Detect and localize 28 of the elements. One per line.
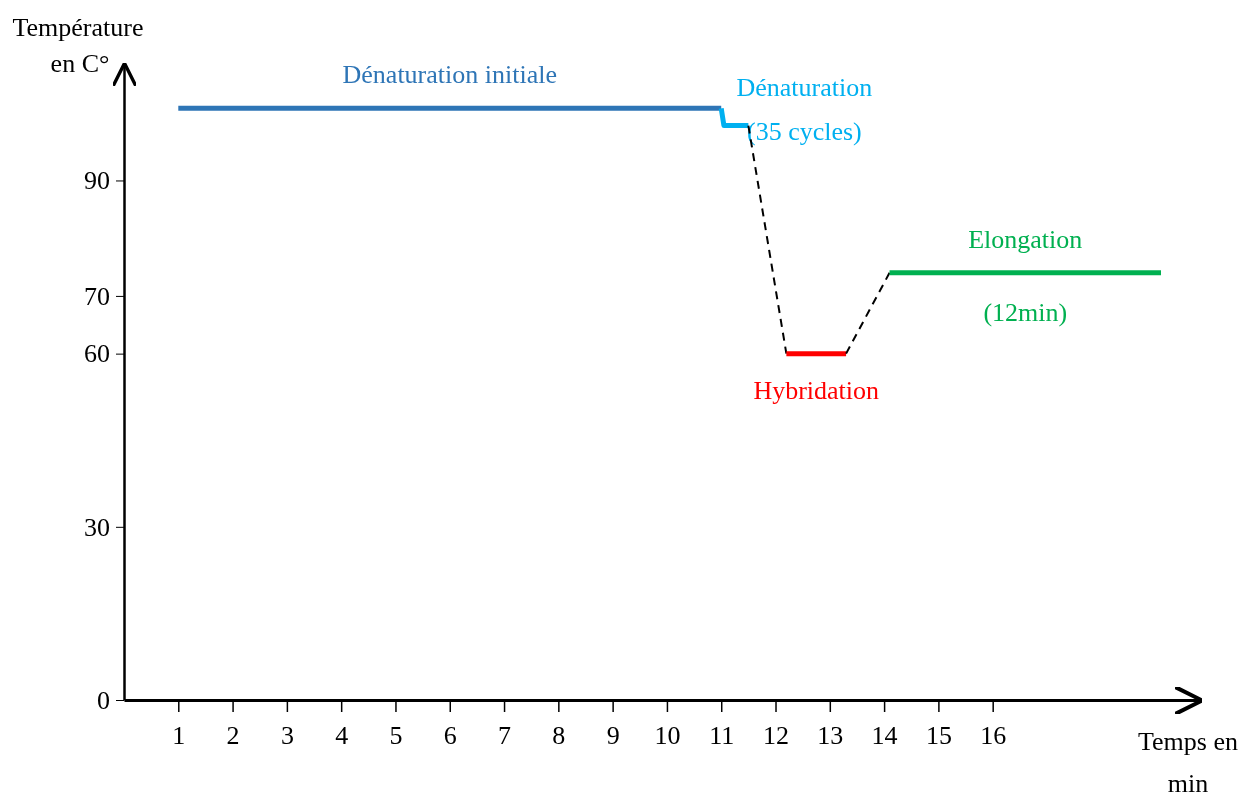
x-tick-label: 8 <box>552 721 566 751</box>
series-label: Dénaturation (35 cycles) <box>736 72 873 146</box>
y-tick-label: 70 <box>84 281 110 311</box>
x-tick-label: 16 <box>980 721 1007 751</box>
annotation: (12min) <box>983 297 1068 327</box>
x-tick-label: 12 <box>763 721 790 751</box>
x-tick-label: 2 <box>226 721 240 751</box>
y-tick-label: 90 <box>84 166 110 196</box>
x-tick-label: 14 <box>871 721 898 751</box>
series-label: Hybridation <box>753 375 880 405</box>
series-label: Elongation <box>968 224 1083 254</box>
x-tick-label: 9 <box>606 721 620 751</box>
x-axis-title: Temps en min <box>1138 727 1238 798</box>
x-tick-label: 4 <box>335 721 349 751</box>
series-label: Dénaturation initiale <box>342 60 557 90</box>
x-tick-label: 15 <box>925 721 952 751</box>
x-tick-label: 1 <box>172 721 186 751</box>
y-tick-label: 60 <box>84 339 110 369</box>
x-tick-label: 3 <box>280 721 294 751</box>
x-tick-label: 5 <box>389 721 403 751</box>
x-tick-label: 6 <box>443 721 457 751</box>
x-tick-label: 7 <box>498 721 512 751</box>
x-tick-label: 11 <box>709 721 735 751</box>
y-axis-title: Température en C° <box>12 13 144 78</box>
x-tick-label: 13 <box>817 721 844 751</box>
x-tick-label: 10 <box>654 721 681 751</box>
y-tick-label: 0 <box>97 685 110 715</box>
y-tick-label: 30 <box>84 512 110 542</box>
